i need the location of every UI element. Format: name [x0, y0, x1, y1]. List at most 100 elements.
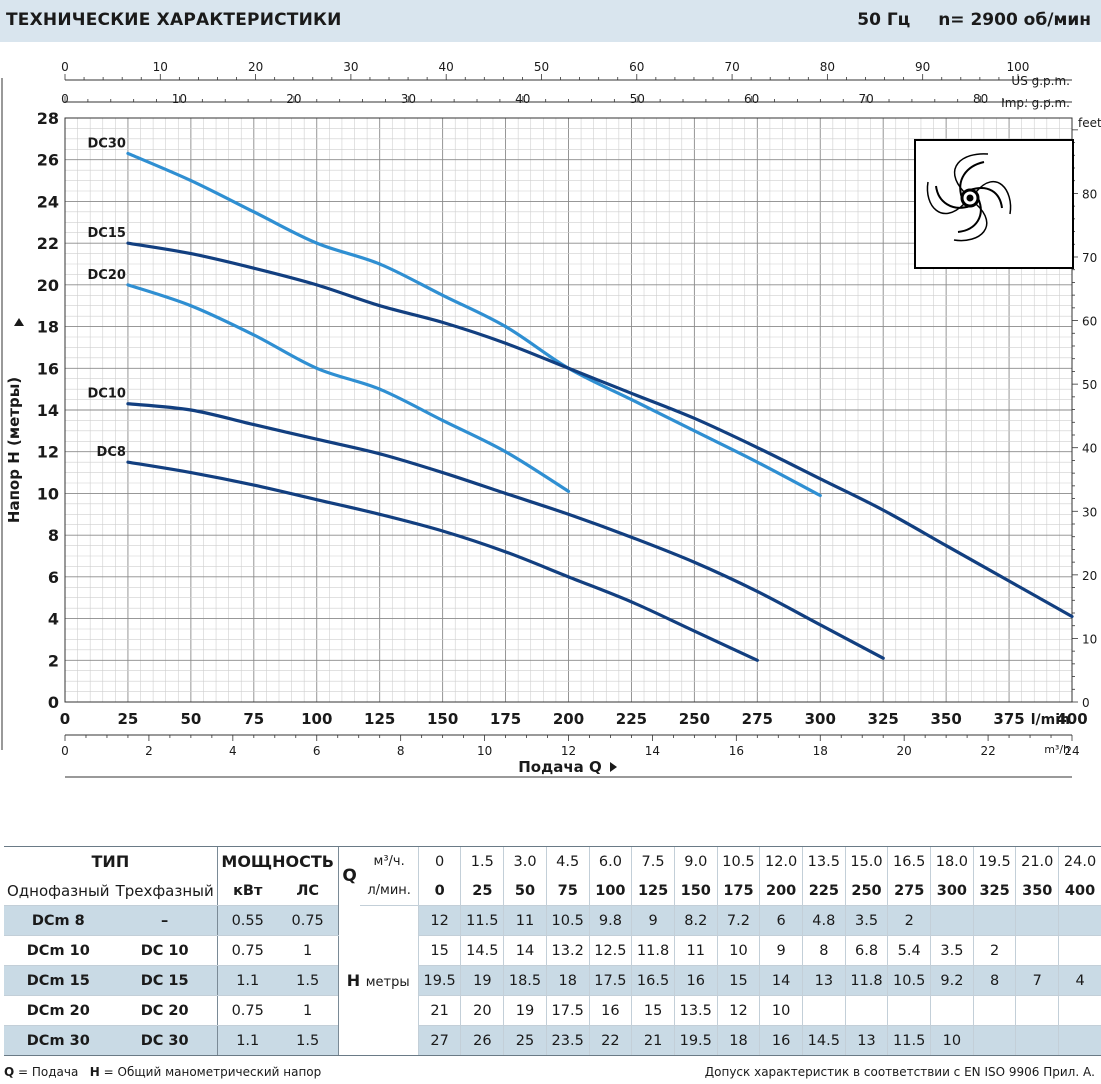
- q-lmin-value: 75: [545, 876, 590, 906]
- head-value: 9.2: [930, 965, 974, 996]
- q-lmin-value: 0: [417, 876, 461, 906]
- y-tick-label: 12: [37, 443, 59, 462]
- q-m3h-value: 24.0: [1058, 846, 1101, 876]
- m3h-tick-label: 4: [229, 744, 237, 758]
- three-phase-header: Трехфазный: [112, 876, 218, 906]
- head-value: 13: [844, 1025, 888, 1056]
- head-value: [1058, 905, 1101, 936]
- head-value: [1015, 905, 1059, 936]
- x-tick-label: 175: [490, 710, 521, 728]
- head-value: 19.5: [673, 1025, 718, 1056]
- head-value: [1015, 1025, 1059, 1056]
- head-value: 19.5: [417, 965, 461, 996]
- head-value: 15: [417, 935, 461, 966]
- head-value: 11.5: [460, 905, 504, 936]
- head-value: 11.8: [844, 965, 888, 996]
- x-tick-label: 250: [679, 710, 710, 728]
- q-lmin-value: 325: [972, 876, 1016, 906]
- q-lmin-value: 150: [673, 876, 718, 906]
- head-value: 7: [1015, 965, 1059, 996]
- y-tick-label: 10: [37, 484, 59, 503]
- imp-gpm-unit: Imp. g.p.m.: [1001, 96, 1070, 110]
- q-m3h-value: 6.0: [588, 846, 632, 876]
- power-kw: 0.75: [216, 935, 278, 966]
- head-value: 11: [503, 905, 547, 936]
- table-row: DCm 30 DC 30 1.1 1.5 27 26 25 23.5 22 21 19.5 18 16 1…: [4, 1025, 1101, 1056]
- head-value: 13.2: [545, 935, 590, 966]
- q-m3h-value: 21.0: [1015, 846, 1059, 876]
- us-gpm-tick-label: 30: [343, 60, 358, 74]
- head-value: 17.5: [545, 995, 590, 1026]
- m3h-tick-label: 24: [1064, 744, 1079, 758]
- head-value: [972, 1025, 1016, 1056]
- q-m3h-value: 15.0: [844, 846, 888, 876]
- y-tick-label: 24: [37, 192, 59, 211]
- m3h-tick-label: 6: [313, 744, 321, 758]
- head-value: 10: [930, 1025, 974, 1056]
- m3h-tick-label: 14: [645, 744, 660, 758]
- feet-tick-label: 40: [1082, 442, 1097, 456]
- head-value: 14.5: [460, 935, 504, 966]
- head-value: 22: [588, 1025, 632, 1056]
- head-value: 18.5: [503, 965, 547, 996]
- single-phase-model: DCm 10: [4, 935, 113, 966]
- x-axis-title: Подача Q: [518, 758, 602, 776]
- head-value: 19: [460, 965, 504, 996]
- head-value: 10.5: [545, 905, 590, 936]
- power-hp: 1.5: [277, 965, 339, 996]
- single-phase-model: DCm 30: [4, 1025, 113, 1056]
- head-value: 13: [801, 965, 846, 996]
- power-kw: 0.55: [216, 905, 278, 936]
- us-gpm-tick-label: 90: [915, 60, 930, 74]
- head-value: 12: [716, 995, 760, 1026]
- power-hp: 0.75: [277, 905, 339, 936]
- three-phase-model: –: [112, 905, 218, 936]
- x-tick-label: 275: [742, 710, 773, 728]
- h-unit-cell: H метры: [337, 905, 419, 1056]
- power-hp: 1.5: [277, 1025, 339, 1056]
- header-bar: ТЕХНИЧЕСКИЕ ХАРАКТЕРИСТИКИ 50 Гц n= 2900…: [0, 0, 1101, 42]
- head-value: [972, 995, 1016, 1026]
- footer-note: Допуск характеристик в соответствии с EN…: [704, 1065, 1095, 1079]
- power-header: МОЩНОСТЬ: [216, 846, 339, 876]
- q-lmin-value: 100: [588, 876, 632, 906]
- m3h-unit-label: m³/h: [1044, 743, 1070, 756]
- head-value: 4: [1058, 965, 1101, 996]
- x-tick-label: 375: [993, 710, 1024, 728]
- table-row: DCm 20 DC 20 0.75 1 21 20 19 17.5 16 15 13.5 12 10: [4, 995, 1101, 1026]
- power-kw: 1.1: [216, 965, 278, 996]
- x-tick-label: 50: [180, 710, 201, 728]
- frequency-label: 50 Гц: [857, 10, 911, 30]
- type-header: ТИП: [4, 846, 218, 876]
- q-lmin-value: 250: [844, 876, 888, 906]
- m3h-tick-label: 8: [397, 744, 405, 758]
- m3h-tick-label: 2: [145, 744, 153, 758]
- q-m3h-value: 3.0: [503, 846, 547, 876]
- q-lmin-value: 175: [716, 876, 760, 906]
- feet-tick-label: 80: [1082, 187, 1097, 201]
- us-gpm-tick-label: 20: [248, 60, 263, 74]
- head-value: [1058, 935, 1101, 966]
- q-lmin-value: 225: [801, 876, 846, 906]
- plot-frame: [64, 117, 1073, 703]
- head-value: 21: [631, 1025, 675, 1056]
- table-row: DCm 10 DC 10 0.75 1 15 14.5 14 13.2 12.5 11.8 11 10…: [4, 935, 1101, 966]
- us-gpm-tick-label: 10: [153, 60, 168, 74]
- curve-dc10: [126, 402, 885, 660]
- head-value: 15: [631, 995, 675, 1026]
- feet-tick-label: 50: [1082, 378, 1097, 392]
- x-tick-label: 150: [427, 710, 458, 728]
- head-value: [1058, 995, 1101, 1026]
- curve-dc30: [126, 151, 822, 498]
- us-gpm-tick-label: 0: [61, 60, 69, 74]
- head-value: 16: [759, 1025, 803, 1056]
- q-m3h-value: 16.5: [887, 846, 931, 876]
- head-value: 10: [716, 935, 760, 966]
- table-row: DCm 15 DC 15 1.1 1.5 19.5 19 18.5 18 17.5 16.5 16 1…: [4, 965, 1101, 996]
- q-m3h-value: 10.5: [716, 846, 760, 876]
- three-phase-model: DC 10: [112, 935, 218, 966]
- imp-gpm-tick-label: 0: [61, 92, 69, 106]
- head-value: 23.5: [545, 1025, 590, 1056]
